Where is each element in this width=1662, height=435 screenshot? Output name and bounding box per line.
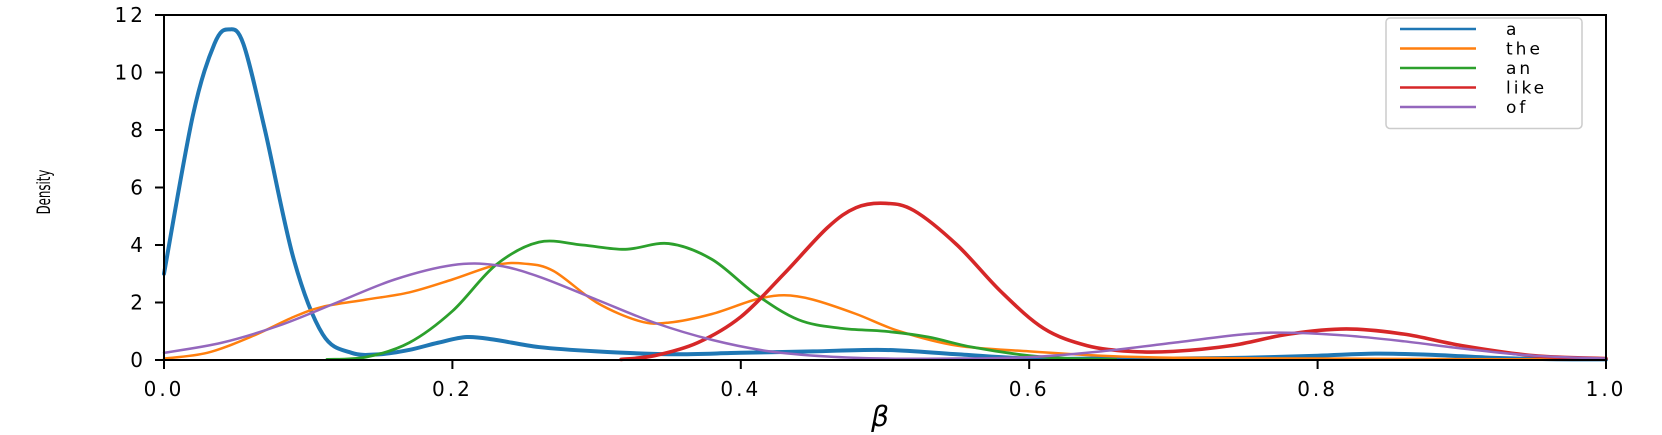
series-line-an: [325, 239, 1118, 361]
series-line-of: [162, 262, 1608, 361]
series-layer: [162, 27, 1608, 362]
legend-label-like: like: [1506, 79, 1547, 99]
legend-label-a: a: [1506, 20, 1519, 40]
x-tick-label: 1.0: [1586, 377, 1627, 401]
series-line-a: [162, 27, 1608, 362]
series-line-the: [162, 261, 1608, 361]
axes-layer: 0 2 4 6 8 10 12 0.0 0.2 0.4 0.6 0.8 1.0: [115, 3, 1627, 401]
y-tick-label: 2: [130, 291, 146, 315]
y-axis-label: Density: [32, 170, 55, 215]
y-tick-label: 6: [130, 176, 146, 200]
y-tick-label: 10: [115, 61, 146, 85]
legend-box: [1385, 17, 1583, 130]
x-tick-label: 0.6: [1009, 377, 1050, 401]
x-tick-label: 0.2: [432, 377, 473, 401]
y-tick-label: 8: [130, 118, 146, 142]
x-tick-label: 0.4: [720, 377, 761, 401]
legend-label-an: an: [1506, 59, 1533, 79]
x-tick-label: 0.0: [144, 377, 185, 401]
y-tick-label: 0: [130, 348, 146, 372]
series-line-like: [619, 201, 1608, 362]
legend-label-of: of: [1506, 98, 1528, 118]
legend-label-the: the: [1506, 40, 1543, 60]
x-axis-label: β: [870, 400, 889, 433]
x-tick-label: 0.8: [1297, 377, 1338, 401]
y-tick-label: 4: [130, 233, 146, 257]
y-tick-label: 12: [115, 3, 146, 27]
